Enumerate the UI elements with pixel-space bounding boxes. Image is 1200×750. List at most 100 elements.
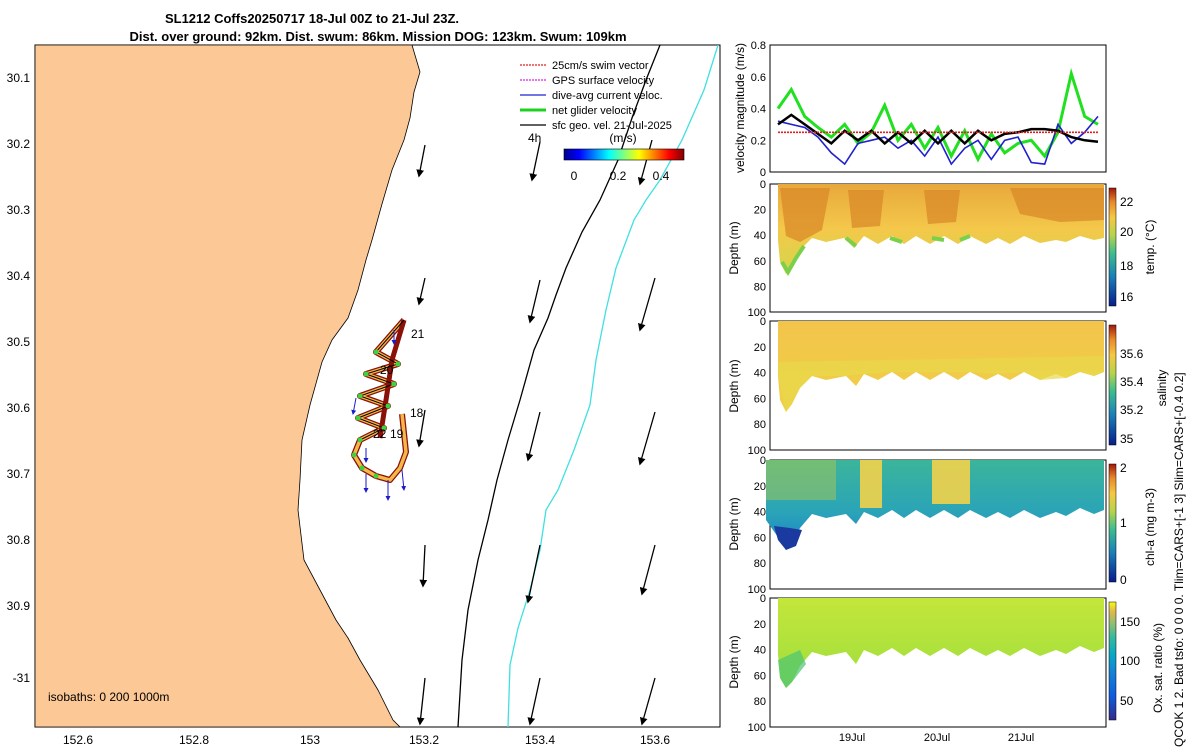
geo-arrow	[637, 277, 656, 332]
map-y-tick: 30.7	[7, 467, 31, 481]
depth-tick: 20	[754, 205, 766, 217]
oxygen-panel: 150 100 50 Ox. sat. ratio (%) Depth (m)	[727, 597, 1165, 728]
speed-colorbar	[563, 148, 685, 161]
chlorophyll-colorbar	[1108, 463, 1117, 583]
current-arrow	[401, 469, 407, 491]
oxygen-ctick: 150	[1120, 615, 1140, 629]
temperature-warm-core	[780, 188, 1104, 242]
colorbar-tick: 0.2	[610, 169, 627, 183]
depth-ticks: 0204060801000204060801000204060801000204…	[748, 179, 766, 734]
temperature-colorbar	[1108, 187, 1117, 307]
geo-velocity-arrows	[416, 139, 656, 726]
chlorophyll-field	[766, 460, 1104, 550]
geo-arrow	[525, 544, 541, 604]
chlorophyll-bloom-2	[932, 460, 970, 504]
velocity-ylabel: velocity magnitude (m/s)	[733, 43, 747, 173]
geo-arrow	[527, 677, 541, 726]
map-y-tick: 30.3	[7, 203, 31, 217]
title-line-2: Dist. over ground: 92km. Dist. swum: 86k…	[129, 29, 626, 44]
track-points	[351, 349, 401, 479]
map-y-ticks: 30.1 30.2 30.3 30.4 30.5 30.6 30.7 30.8 …	[7, 71, 31, 685]
legend-label: net glider velocity	[552, 105, 637, 117]
velocity-line-diveavg	[777, 115, 1099, 166]
isobaths-label: isobaths: 0 200 1000m	[48, 690, 169, 704]
depth-tick: 20	[754, 481, 766, 493]
salinity-clabel: salinity	[1155, 370, 1169, 407]
geo-arrow	[416, 677, 426, 726]
legend-label: GPS surface velocity	[552, 75, 655, 87]
map-y-tick: 30.2	[7, 137, 31, 151]
depth-tick: 20	[754, 619, 766, 631]
chlorophyll-ylabel: Depth (m)	[727, 497, 741, 550]
temperature-clabel: temp. (°C)	[1143, 220, 1157, 275]
chlorophyll-panel: 2 1 0 chl-a (mg m-3) Depth (m)	[727, 459, 1157, 590]
day-label: 18	[410, 406, 424, 420]
track-line	[356, 319, 405, 441]
map-y-tick: 30.5	[7, 335, 31, 349]
map-y-tick: -31	[13, 671, 31, 685]
salinity-ctick: 35	[1120, 432, 1134, 446]
chlorophyll-clabel: chl-a (mg m-3)	[1143, 488, 1157, 566]
oxygen-ylabel: Depth (m)	[727, 635, 741, 688]
day-label: 22	[373, 427, 387, 441]
map-x-tick: 152.8	[179, 733, 209, 747]
depth-tick: 80	[754, 419, 766, 431]
depth-tick: 0	[760, 455, 766, 467]
geo-arrow	[637, 139, 653, 186]
depth-tick: 40	[754, 368, 766, 380]
colorbar-tick: 0	[571, 169, 578, 183]
oxygen-field	[778, 598, 1104, 688]
map-y-tick: 30.8	[7, 533, 31, 547]
section-panels: 22 20 18 16 temp. (°C) Depth (m) 35.6 35…	[727, 179, 1169, 734]
depth-tick: 40	[754, 230, 766, 242]
geo-arrow	[525, 411, 541, 462]
salinity-ctick: 35.2	[1120, 403, 1144, 417]
land	[35, 45, 421, 727]
depth-tick: 60	[754, 670, 766, 682]
qc-side-note: QCOK 1 2. Bad tsfo: 0 0 0 0. Tlim=CARS+[…	[1172, 372, 1186, 747]
geo-arrow	[639, 544, 656, 596]
day-label: 21	[411, 327, 425, 341]
temperature-ctick: 18	[1120, 259, 1134, 273]
oxygen-clabel: Ox. sat. ratio (%)	[1151, 623, 1165, 713]
depth-tick: 40	[754, 645, 766, 657]
temperature-ctick: 20	[1120, 225, 1134, 239]
salinity-panel: 35.6 35.4 35.2 35 salinity Depth (m)	[727, 320, 1169, 451]
map-x-tick: 153.4	[525, 733, 555, 747]
map-y-tick: 30.4	[7, 269, 31, 283]
chlorophyll-bloom-3	[766, 460, 836, 500]
depth-tick: 60	[754, 532, 766, 544]
map-x-tick: 153.6	[640, 733, 670, 747]
depth-tick: 80	[754, 281, 766, 293]
velocity-y-tick: 0.2	[751, 135, 766, 147]
velocity-line-sfc	[777, 113, 1099, 146]
velocity-series	[776, 67, 1099, 166]
map-x-tick: 153	[300, 733, 320, 747]
current-arrow	[351, 397, 357, 415]
colorbar-unit: (m/s)	[609, 131, 636, 145]
geo-arrow	[416, 277, 426, 306]
salinity-ctick: 35.6	[1120, 347, 1144, 361]
depth-tick: 60	[754, 393, 766, 405]
depth-tick: 100	[748, 584, 766, 596]
geo-arrow	[639, 677, 656, 726]
salinity-colorbar	[1108, 324, 1117, 446]
depth-tick: 100	[748, 445, 766, 457]
depth-tick: 80	[754, 558, 766, 570]
velocity-y-tick: 0	[760, 167, 766, 179]
glider-track	[351, 318, 409, 483]
colorbar-tick: 0.4	[653, 169, 670, 183]
geo-arrow	[637, 411, 656, 466]
day-label: 20	[380, 363, 394, 377]
temperature-cool-base	[780, 234, 971, 276]
chlorophyll-bloom-1	[860, 460, 882, 508]
time-tick: 21Jul	[1008, 732, 1034, 744]
current-arrows	[351, 330, 407, 501]
track-central-leg	[377, 319, 407, 439]
depth-tick: 60	[754, 256, 766, 268]
chlorophyll-deep	[774, 526, 802, 550]
legend-label: sfc geo. vel. 21-Jul-2025	[552, 120, 672, 132]
legend-label: dive-avg current veloc.	[552, 90, 663, 102]
title-line-1: SL1212 Coffs20250717 18-Jul 00Z to 21-Ju…	[165, 11, 459, 26]
salinity-ctick: 35.4	[1120, 375, 1144, 389]
